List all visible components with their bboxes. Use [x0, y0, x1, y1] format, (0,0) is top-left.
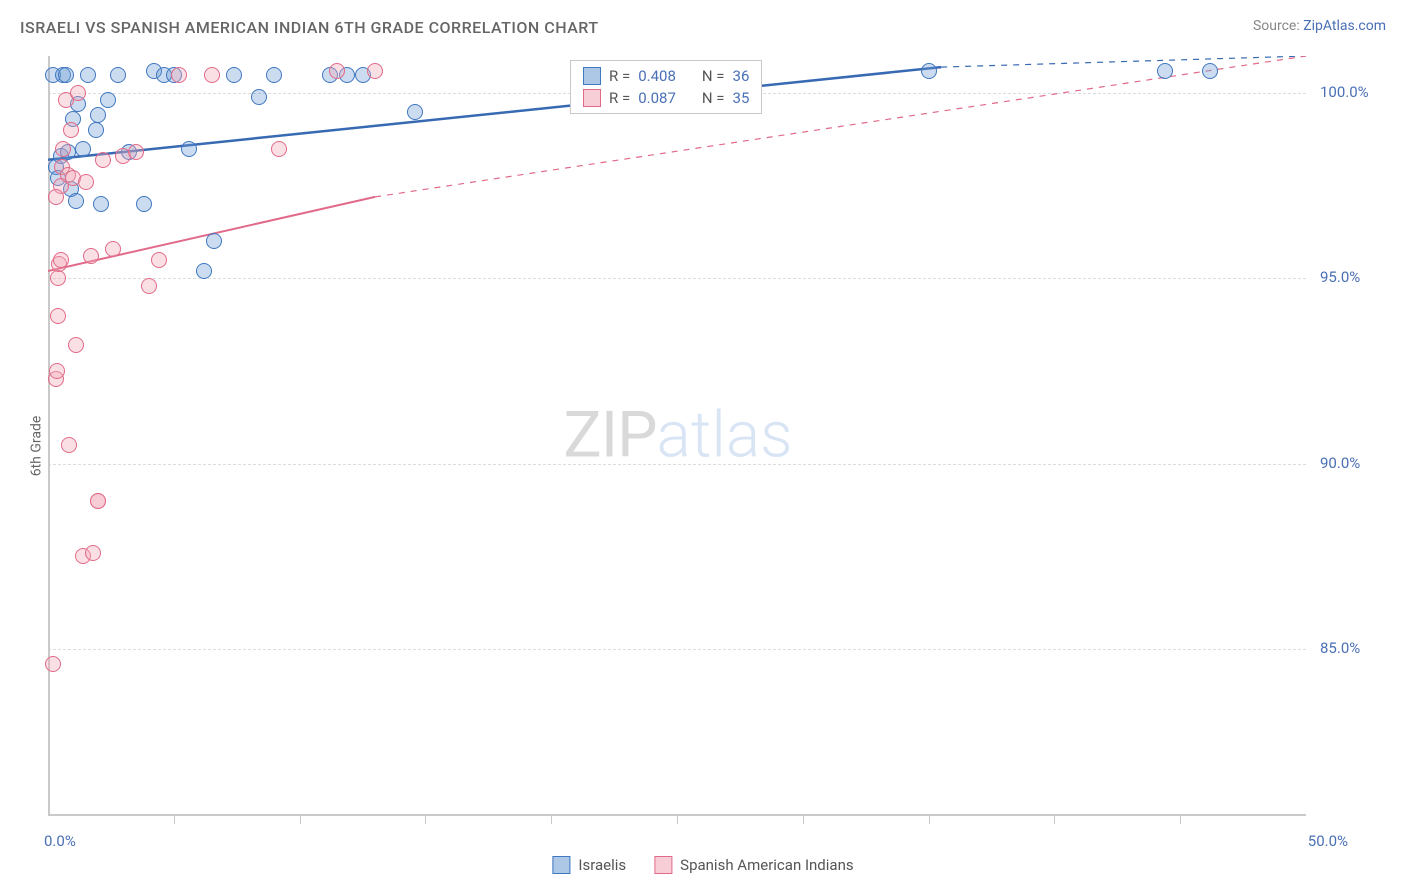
n-label-2: N = — [702, 89, 725, 107]
swatch-blue-icon — [583, 67, 601, 85]
data-point — [141, 278, 157, 294]
x-tick — [1180, 816, 1181, 824]
x-tick — [929, 816, 930, 824]
y-axis-label: 6th Grade — [28, 416, 44, 477]
x-tick — [1054, 816, 1055, 824]
y-tick-label: 95.0% — [1320, 268, 1366, 286]
legend-label-israelis: Israelis — [578, 856, 626, 874]
x-tick — [677, 816, 678, 824]
data-point — [50, 308, 66, 324]
data-point — [206, 233, 222, 249]
chart-container: ISRAELI VS SPANISH AMERICAN INDIAN 6TH G… — [0, 0, 1406, 892]
data-point — [80, 67, 96, 83]
r-value-1: 0.408 — [638, 67, 676, 85]
data-point — [181, 141, 197, 157]
data-point — [61, 437, 77, 453]
data-point — [48, 189, 64, 205]
n-value-1: 36 — [733, 67, 750, 85]
stats-row-spanish: R = 0.087 N = 35 — [583, 89, 749, 107]
data-point — [63, 122, 79, 138]
source-link[interactable]: ZipAtlas.com — [1303, 18, 1386, 34]
stats-box: R = 0.408 N = 36 R = 0.087 N = 35 — [570, 60, 762, 114]
x-right-label: 50.0% — [1308, 832, 1348, 850]
r-label-2: R = — [609, 89, 630, 107]
data-point — [55, 141, 71, 157]
data-point — [93, 196, 109, 212]
y-tick-label: 100.0% — [1320, 83, 1366, 101]
source-attribution: Source: ZipAtlas.com — [1253, 18, 1386, 34]
data-point — [1157, 63, 1173, 79]
points-layer — [48, 56, 1306, 816]
x-tick — [300, 816, 301, 824]
legend-item-spanish[interactable]: Spanish American Indians — [654, 856, 853, 874]
legend: Israelis Spanish American Indians — [552, 856, 853, 874]
data-point — [68, 337, 84, 353]
data-point — [95, 152, 111, 168]
data-point — [68, 193, 84, 209]
stats-row-israelis: R = 0.408 N = 36 — [583, 67, 749, 85]
source-label: Source: — [1253, 18, 1303, 34]
x-tick — [174, 816, 175, 824]
x-left-label: 0.0% — [44, 832, 76, 850]
data-point — [88, 122, 104, 138]
data-point — [105, 241, 121, 257]
data-point — [226, 67, 242, 83]
data-point — [110, 67, 126, 83]
data-point — [407, 104, 423, 120]
data-point — [45, 656, 61, 672]
x-tick — [551, 816, 552, 824]
legend-item-israelis[interactable]: Israelis — [552, 856, 626, 874]
legend-swatch-pink-icon — [654, 856, 672, 874]
data-point — [50, 270, 66, 286]
data-point — [58, 67, 74, 83]
data-point — [53, 252, 69, 268]
data-point — [90, 493, 106, 509]
data-point — [90, 107, 106, 123]
n-value-2: 35 — [733, 89, 750, 107]
data-point — [83, 248, 99, 264]
data-point — [171, 67, 187, 83]
data-point — [251, 89, 267, 105]
swatch-pink-icon — [583, 89, 601, 107]
x-tick — [425, 816, 426, 824]
r-label-1: R = — [609, 67, 630, 85]
data-point — [85, 545, 101, 561]
data-point — [204, 67, 220, 83]
data-point — [266, 67, 282, 83]
data-point — [1202, 63, 1218, 79]
chart-title: ISRAELI VS SPANISH AMERICAN INDIAN 6TH G… — [20, 18, 599, 37]
legend-label-spanish: Spanish American Indians — [680, 856, 853, 874]
n-label-1: N = — [702, 67, 725, 85]
r-value-2: 0.087 — [638, 89, 676, 107]
data-point — [367, 63, 383, 79]
data-point — [75, 141, 91, 157]
legend-swatch-blue-icon — [552, 856, 570, 874]
x-tick — [803, 816, 804, 824]
data-point — [49, 363, 65, 379]
y-tick-label: 85.0% — [1320, 639, 1366, 657]
data-point — [196, 263, 212, 279]
data-point — [128, 144, 144, 160]
data-point — [151, 252, 167, 268]
data-point — [100, 92, 116, 108]
data-point — [921, 63, 937, 79]
data-point — [271, 141, 287, 157]
data-point — [136, 196, 152, 212]
y-tick-label: 90.0% — [1320, 454, 1366, 472]
data-point — [78, 174, 94, 190]
